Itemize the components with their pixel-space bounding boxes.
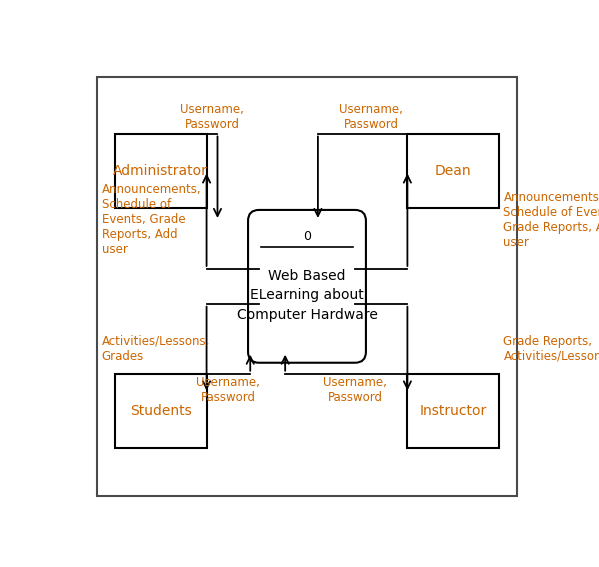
Bar	[115, 374, 207, 448]
Text: Username,
Password: Username, Password	[180, 103, 244, 132]
Text: Username,
Password: Username, Password	[196, 376, 261, 404]
Text: Administrator: Administrator	[113, 164, 208, 177]
Bar	[407, 374, 499, 448]
FancyBboxPatch shape	[248, 210, 366, 363]
Text: Dean: Dean	[435, 164, 471, 177]
Text: Announcements,
Schedule of
Events, Grade
Reports, Add
user: Announcements, Schedule of Events, Grade…	[102, 183, 201, 256]
Text: Username,
Password: Username, Password	[340, 103, 403, 132]
Text: Students: Students	[130, 404, 192, 418]
Text: Grade Reports,
Activities/Lessons,: Grade Reports, Activities/Lessons,	[503, 335, 599, 362]
Text: Web Based
ELearning about
Computer Hardware: Web Based ELearning about Computer Hardw…	[237, 269, 377, 321]
Text: Announcements,
Schedule of Events,
Grade Reports, Add
user: Announcements, Schedule of Events, Grade…	[503, 191, 599, 249]
Text: Instructor: Instructor	[420, 404, 487, 418]
Bar	[115, 134, 207, 208]
Bar	[407, 134, 499, 208]
Text: Username,
Password: Username, Password	[323, 376, 387, 404]
Text: 0: 0	[303, 230, 311, 243]
Text: Activities/Lessons,
Grades: Activities/Lessons, Grades	[102, 335, 210, 362]
